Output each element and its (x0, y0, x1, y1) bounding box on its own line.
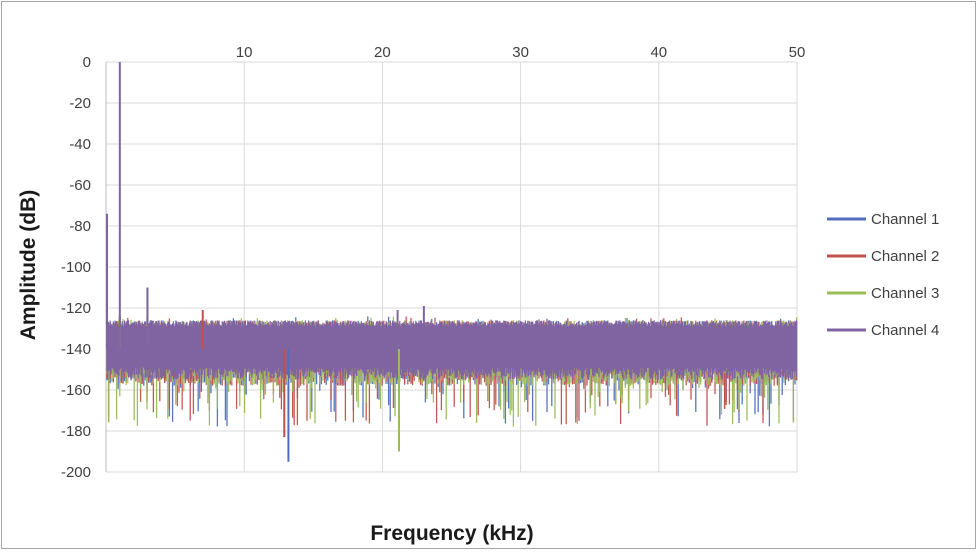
grid (105, 61, 798, 473)
y-axis-title: Amplitude (dB) (17, 190, 40, 340)
x-tick-label: 40 (650, 44, 667, 61)
y-tick-label: -20 (69, 95, 91, 112)
series-4-noise (106, 320, 798, 380)
y-tick-label: 0 (83, 54, 91, 71)
x-tick-label: 20 (374, 44, 391, 61)
y-tick-label: -180 (61, 423, 91, 440)
legend: Channel 1 Channel 2 Channel 3 Channel 4 (827, 211, 939, 339)
y-tick-label: -140 (61, 341, 91, 358)
y-tick-label: -60 (69, 177, 91, 194)
legend-label-2: Channel 2 (871, 248, 939, 265)
peaks (106, 62, 425, 462)
noise-band (106, 316, 798, 427)
y-tick-label: -100 (61, 259, 91, 276)
x-tick-label: 30 (512, 44, 529, 61)
y-tick-label: -80 (69, 218, 91, 235)
legend-label-4: Channel 4 (871, 322, 939, 339)
x-tick-label: 50 (789, 44, 806, 61)
y-tick-label: -40 (69, 136, 91, 153)
y-tick-labels: 0 -20 -40 -60 -80 -100 -120 -140 -160 -180 -200 (61, 54, 91, 481)
y-tick-label: -120 (61, 300, 91, 317)
legend-label-1: Channel 1 (871, 211, 939, 228)
y-tick-label: -200 (61, 464, 91, 481)
y-tick-label: -160 (61, 382, 91, 399)
x-tick-labels: 10 20 30 40 50 (236, 44, 805, 61)
x-axis-title: Frequency (kHz) (370, 522, 533, 545)
x-tick-label: 10 (236, 44, 253, 61)
legend-label-3: Channel 3 (871, 285, 939, 302)
